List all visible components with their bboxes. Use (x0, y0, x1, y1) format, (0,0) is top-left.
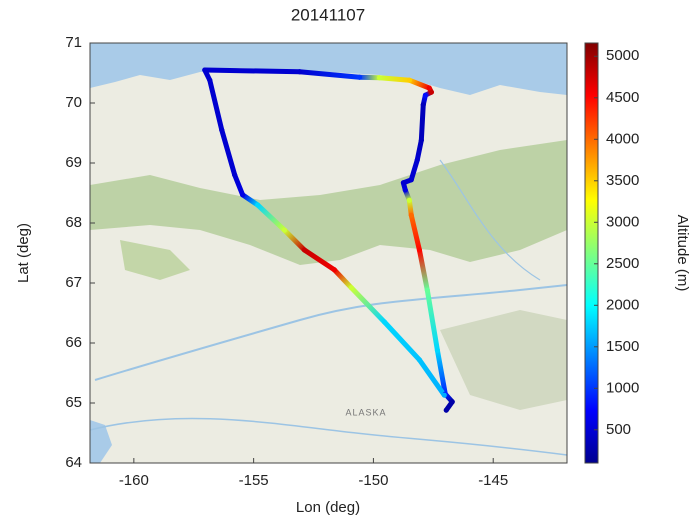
y-tick-label: 64 (65, 454, 82, 471)
track-segment (418, 102, 426, 143)
track-point (357, 74, 363, 80)
y-tick-label: 69 (65, 154, 82, 171)
track-point (400, 180, 406, 186)
track-segment (424, 287, 440, 353)
track-segment (255, 202, 288, 233)
x-tick-label: -145 (478, 472, 508, 489)
track-point (416, 247, 422, 253)
track-point (331, 267, 337, 273)
track-segment (414, 137, 424, 163)
track-point (207, 77, 213, 83)
y-tick-label: 66 (65, 334, 82, 351)
track-segment (301, 247, 337, 273)
track-point (434, 347, 440, 353)
track-point (202, 67, 208, 73)
colorbar-tick-label: 1000 (606, 379, 639, 396)
track-point (219, 127, 225, 133)
y-tick-label: 71 (65, 34, 82, 51)
track-point (348, 285, 354, 291)
track-point (424, 287, 430, 293)
track-point (414, 157, 420, 163)
basemap (90, 43, 567, 463)
track-point (381, 319, 387, 325)
chart-title: 20141107 (291, 5, 365, 24)
flight-track (202, 67, 455, 413)
track-point (443, 407, 449, 413)
track-point (428, 89, 434, 95)
track-point (297, 69, 303, 75)
track-point (422, 92, 428, 98)
x-tick-label: -155 (239, 472, 269, 489)
track-segment (416, 247, 430, 293)
track-point (406, 197, 412, 203)
colorbar (584, 42, 599, 464)
track-point (301, 247, 307, 253)
colorbar-tick-label: 2500 (606, 255, 639, 272)
track-segment (408, 212, 422, 253)
track-point (441, 392, 447, 398)
plot-frame (89, 42, 568, 464)
track-segment (331, 267, 354, 291)
track-segment (406, 77, 432, 91)
track-segment (219, 127, 238, 178)
track-segment (408, 157, 420, 183)
track-segment (232, 172, 246, 198)
y-tick-label: 65 (65, 394, 82, 411)
track-segment (416, 357, 447, 398)
colorbar-tick-label: 3500 (606, 172, 639, 189)
y-tick-label: 67 (65, 274, 82, 291)
track-segment (381, 319, 422, 363)
y-tick-label: 70 (65, 94, 82, 111)
track-point (240, 192, 246, 198)
track-point (416, 357, 422, 363)
track-point (402, 187, 408, 193)
track-segment (240, 192, 261, 208)
track-point (408, 212, 414, 218)
colorbar-label: Altitude (m) (674, 215, 691, 292)
track-point (418, 137, 424, 143)
track-segment (376, 75, 412, 83)
track-segment (434, 347, 448, 397)
colorbar-tick-label: 500 (606, 421, 631, 438)
track-point (282, 227, 288, 233)
y-tick-label: 68 (65, 214, 82, 231)
x-axis-label: Lon (deg) (296, 499, 360, 516)
colorbar-tick-label: 5000 (606, 47, 639, 64)
map-label: ALASKA (345, 407, 386, 417)
colorbar-tick-label: 2000 (606, 296, 639, 313)
track-point (376, 75, 382, 81)
colorbar-tick-label: 4500 (606, 89, 639, 106)
track-point (420, 102, 426, 108)
y-axis-label: Lat (deg) (15, 223, 32, 283)
track-point (426, 85, 432, 91)
track-segment (202, 67, 303, 75)
track-segment (207, 77, 225, 133)
track-segment (406, 197, 414, 218)
track-segment (297, 69, 363, 80)
track-point (449, 399, 455, 405)
colorbar-tick-label: 1500 (606, 338, 639, 355)
track-segment (357, 74, 382, 81)
colorbar-tick-label: 4000 (606, 130, 639, 147)
track-point (408, 177, 414, 183)
track-point (232, 172, 238, 178)
x-tick-label: -150 (358, 472, 388, 489)
colorbar-tick-label: 3000 (606, 213, 639, 230)
track-point (406, 77, 412, 83)
track-point (255, 202, 261, 208)
x-tick-label: -160 (119, 472, 149, 489)
track-segment (282, 227, 307, 253)
track-segment (348, 285, 387, 325)
